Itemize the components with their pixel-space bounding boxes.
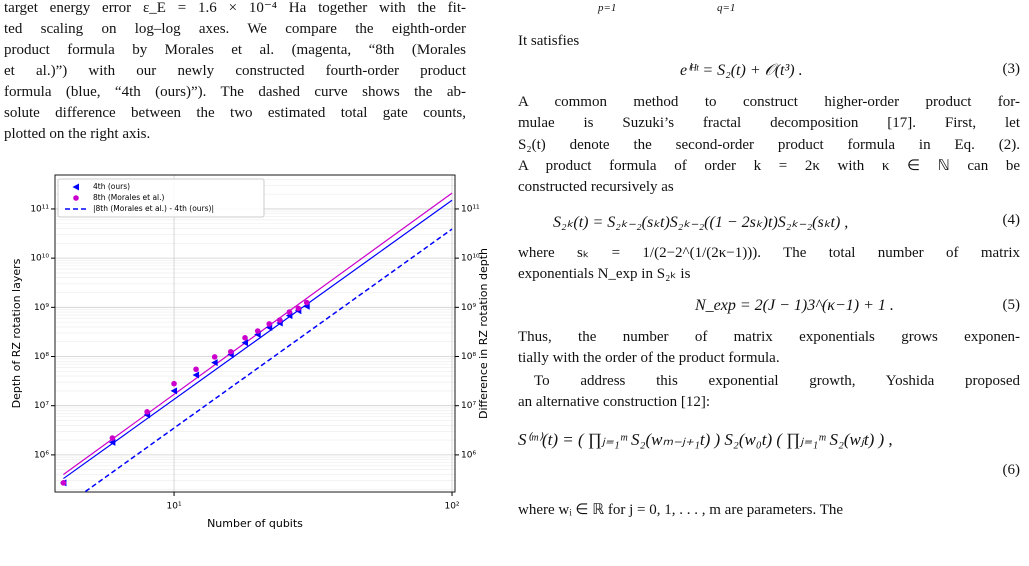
marker [108,438,116,446]
marker [276,317,283,323]
marker [303,299,310,306]
marker [109,435,116,441]
marker [144,409,150,415]
marker [60,480,67,486]
marker [171,380,177,387]
y-tick-label: 10⁹ [34,303,49,313]
equation: S₂ₖ(t) = S₂ₖ₋₂(sₖt)S₂ₖ₋₂((1 − 2sₖ)t)S₂ₖ₋… [553,214,849,231]
equation: N_exp = 2(J − 1)3^(κ−1) + 1 . [695,297,894,314]
text-line: A common method to construct higher-orde… [518,94,1020,110]
legend-symbol [72,183,79,191]
y2-axis-label: Difference in RZ rotation depth [477,248,490,419]
marker [242,335,248,341]
eq-index: q=1 [717,2,736,14]
text-line: tially with the order of the product for… [518,350,780,366]
text-line: A product formula of order k = 2κ with κ… [518,157,1020,174]
marker [170,387,178,395]
text-line: an alternative construction [12]: [518,394,711,410]
text-line: formula (blue, “4th (ours)”). The dashed… [4,84,466,100]
text-line: S₂(t) denote the second-order product fo… [518,136,1020,153]
text-line: plotted on the right axis. [4,126,151,142]
y2-tick-label: 10¹¹ [461,204,480,214]
text-line: exponentials N_exp in S₂ₖ is [518,266,691,282]
text-line: ted scaling on log–log axes. We compare … [4,21,466,37]
text-line: target energy error ε_E = 1.6 × 10⁻⁴ Ha … [4,0,466,16]
text-line: It satisfies [518,33,580,49]
x-axis-label: Number of qubits [207,517,303,530]
y2-tick-label: 10⁷ [461,401,476,411]
equation-number: (3) [1002,61,1021,77]
y2-tick-label: 10⁹ [461,303,476,313]
marker [227,348,234,355]
text-line: where sₖ = 1/(2−2^(1/(2κ−1))). The total… [518,245,1020,261]
marker [241,339,249,347]
equation-number: (4) [1002,212,1021,228]
legend-label: |8th (Morales et al.) - 4th (ours)| [93,204,214,213]
text-line: mulae is Suzuki’s fractal decomposition … [518,115,1020,132]
text-line: product formula by Morales et al. (magen… [4,42,466,58]
x-tick-label: 10² [444,502,459,512]
y-tick-label: 10⁶ [34,450,49,460]
text-line: where wᵢ ∈ ℝ for j = 0, 1, . . . , m are… [518,502,844,518]
marker [254,328,261,334]
eq-index: p=1 [598,2,617,14]
y-tick-label: 10⁸ [34,352,49,362]
equation-number: (6) [1002,462,1021,478]
equation-number: (5) [1002,297,1021,313]
y2-tick-label: 10⁸ [461,352,476,362]
text-line: Thus, the number of matrix exponentials … [518,329,1020,345]
text-line: solute difference between the two estima… [4,105,466,121]
equation: S⁽ᵐ⁾(t) = ( ∏ⱼ₌₁ᵐ S₂(wₘ₋ⱼ₊₁t) ) S₂(w₀t) … [518,430,893,449]
marker [192,371,200,379]
text-line: et al.)”) with our newly constructed fou… [4,63,466,79]
equation: eⁱᴴᵗ = S₂(t) + 𝒪(t³) . [680,62,803,79]
marker [211,359,218,367]
fit-line [63,199,453,480]
y2-tick-label: 10⁶ [461,450,476,460]
y2-tick-label: 10¹⁰ [461,254,480,264]
marker [211,354,218,360]
legend-label: 4th (ours) [93,182,130,191]
x-tick-label: 10¹ [167,502,182,512]
legend-symbol [73,195,79,201]
marker [193,366,199,373]
text-line: constructed recursively as [518,179,674,196]
text-line: To address this exponential growth, Yosh… [534,373,1020,389]
y-tick-label: 10¹⁰ [30,254,49,264]
marker [266,321,273,327]
y-tick-label: 10¹¹ [30,204,49,214]
marker [295,305,302,312]
plot-frame [54,174,456,493]
y-tick-label: 10⁷ [34,401,49,411]
difference-line [85,228,453,493]
legend-label: 8th (Morales et al.) [93,193,165,202]
legend-box [57,178,265,218]
marker [286,309,293,315]
chart: 10⁶ 10⁷ 10⁸ 10⁹ 10¹⁰ 10¹¹ 10⁶ 10⁷ 10⁸ 10⁹ 10¹⁰ 10¹¹… [10,174,490,530]
y-axis-label: Depth of RZ rotation layers [10,258,23,408]
